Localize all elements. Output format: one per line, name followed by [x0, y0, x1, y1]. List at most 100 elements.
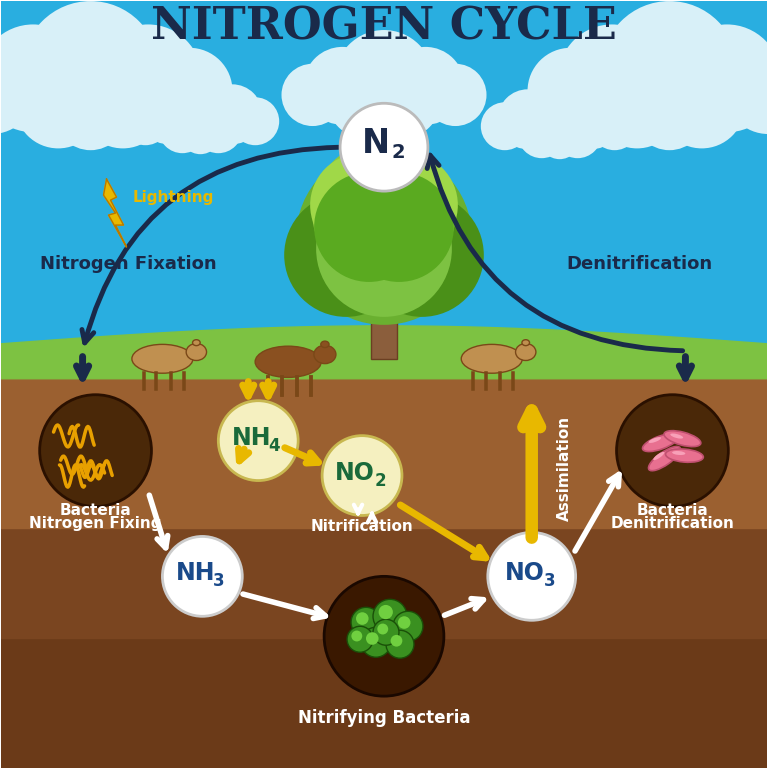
Circle shape	[218, 401, 298, 481]
Ellipse shape	[462, 344, 522, 373]
Text: NO: NO	[335, 461, 375, 485]
Circle shape	[386, 631, 414, 658]
Circle shape	[361, 627, 391, 657]
Text: Nitrifying Bacteria: Nitrifying Bacteria	[298, 709, 470, 727]
Circle shape	[0, 48, 35, 134]
Circle shape	[194, 105, 242, 153]
Circle shape	[540, 119, 580, 159]
Circle shape	[366, 632, 379, 645]
Circle shape	[296, 149, 472, 325]
Ellipse shape	[648, 446, 680, 471]
Circle shape	[322, 435, 402, 515]
Circle shape	[158, 105, 207, 153]
Text: Nitrogen Fixing: Nitrogen Fixing	[29, 516, 162, 531]
Circle shape	[386, 47, 465, 124]
Circle shape	[521, 76, 598, 152]
Circle shape	[377, 624, 388, 634]
Circle shape	[393, 611, 423, 641]
Polygon shape	[1, 638, 767, 768]
Polygon shape	[1, 374, 767, 768]
Circle shape	[282, 64, 344, 126]
Circle shape	[424, 64, 486, 126]
Ellipse shape	[672, 451, 685, 455]
Circle shape	[373, 619, 399, 645]
Text: Denitrification: Denitrification	[611, 516, 734, 531]
Circle shape	[594, 62, 680, 148]
Text: NH: NH	[231, 425, 271, 449]
Circle shape	[591, 102, 638, 151]
Circle shape	[231, 98, 280, 145]
Text: N: N	[362, 127, 390, 160]
Ellipse shape	[664, 431, 701, 447]
Ellipse shape	[186, 343, 207, 360]
Circle shape	[303, 47, 382, 124]
Circle shape	[340, 103, 428, 191]
Circle shape	[310, 153, 414, 257]
Circle shape	[347, 626, 373, 652]
Circle shape	[356, 612, 369, 625]
Polygon shape	[1, 528, 767, 638]
Circle shape	[351, 631, 362, 641]
Circle shape	[360, 193, 484, 317]
Circle shape	[15, 62, 101, 148]
Circle shape	[284, 193, 408, 317]
Ellipse shape	[670, 433, 684, 439]
Circle shape	[121, 98, 170, 145]
Circle shape	[94, 25, 202, 132]
Circle shape	[398, 616, 411, 629]
Polygon shape	[104, 179, 127, 247]
Circle shape	[0, 25, 87, 132]
Circle shape	[138, 84, 198, 144]
Circle shape	[376, 74, 439, 137]
Circle shape	[558, 25, 666, 132]
Circle shape	[498, 89, 558, 149]
Text: Bacteria: Bacteria	[60, 503, 131, 518]
Text: 3: 3	[544, 572, 555, 591]
Circle shape	[40, 395, 151, 507]
Circle shape	[146, 48, 233, 134]
Circle shape	[659, 62, 745, 148]
Circle shape	[358, 86, 410, 137]
Circle shape	[351, 607, 381, 637]
Text: Bacteria: Bacteria	[637, 503, 708, 518]
Circle shape	[344, 172, 454, 282]
Ellipse shape	[193, 339, 200, 346]
Circle shape	[202, 84, 262, 144]
Circle shape	[481, 102, 528, 151]
Text: Nitrogen Fixation: Nitrogen Fixation	[40, 255, 217, 273]
Circle shape	[312, 141, 456, 284]
Text: 4: 4	[268, 437, 280, 455]
Ellipse shape	[321, 341, 329, 348]
Circle shape	[162, 536, 242, 616]
Text: 2: 2	[391, 143, 405, 162]
Circle shape	[554, 111, 601, 158]
Circle shape	[518, 111, 566, 158]
Circle shape	[528, 48, 614, 134]
Polygon shape	[1, 374, 767, 528]
Ellipse shape	[666, 449, 703, 462]
Ellipse shape	[255, 346, 321, 377]
Circle shape	[673, 25, 768, 132]
Bar	[371, 277, 397, 359]
Ellipse shape	[522, 339, 530, 346]
Circle shape	[162, 71, 238, 147]
Ellipse shape	[515, 343, 536, 360]
Text: Nitrification: Nitrification	[311, 519, 413, 534]
Ellipse shape	[643, 434, 678, 452]
Polygon shape	[1, 326, 767, 379]
Circle shape	[80, 62, 166, 148]
Circle shape	[634, 78, 705, 151]
Circle shape	[725, 48, 768, 134]
Text: Lightning: Lightning	[133, 190, 214, 204]
Text: 2: 2	[374, 472, 386, 489]
Circle shape	[314, 172, 424, 282]
Text: NH: NH	[176, 561, 215, 585]
Circle shape	[488, 532, 576, 621]
Text: NITROGEN CYCLE: NITROGEN CYCLE	[151, 6, 617, 49]
Text: NO: NO	[505, 561, 545, 585]
Ellipse shape	[648, 437, 661, 443]
Circle shape	[379, 605, 393, 619]
Circle shape	[373, 599, 407, 634]
Text: Denitrification: Denitrification	[567, 255, 713, 273]
Text: 3: 3	[213, 572, 224, 591]
